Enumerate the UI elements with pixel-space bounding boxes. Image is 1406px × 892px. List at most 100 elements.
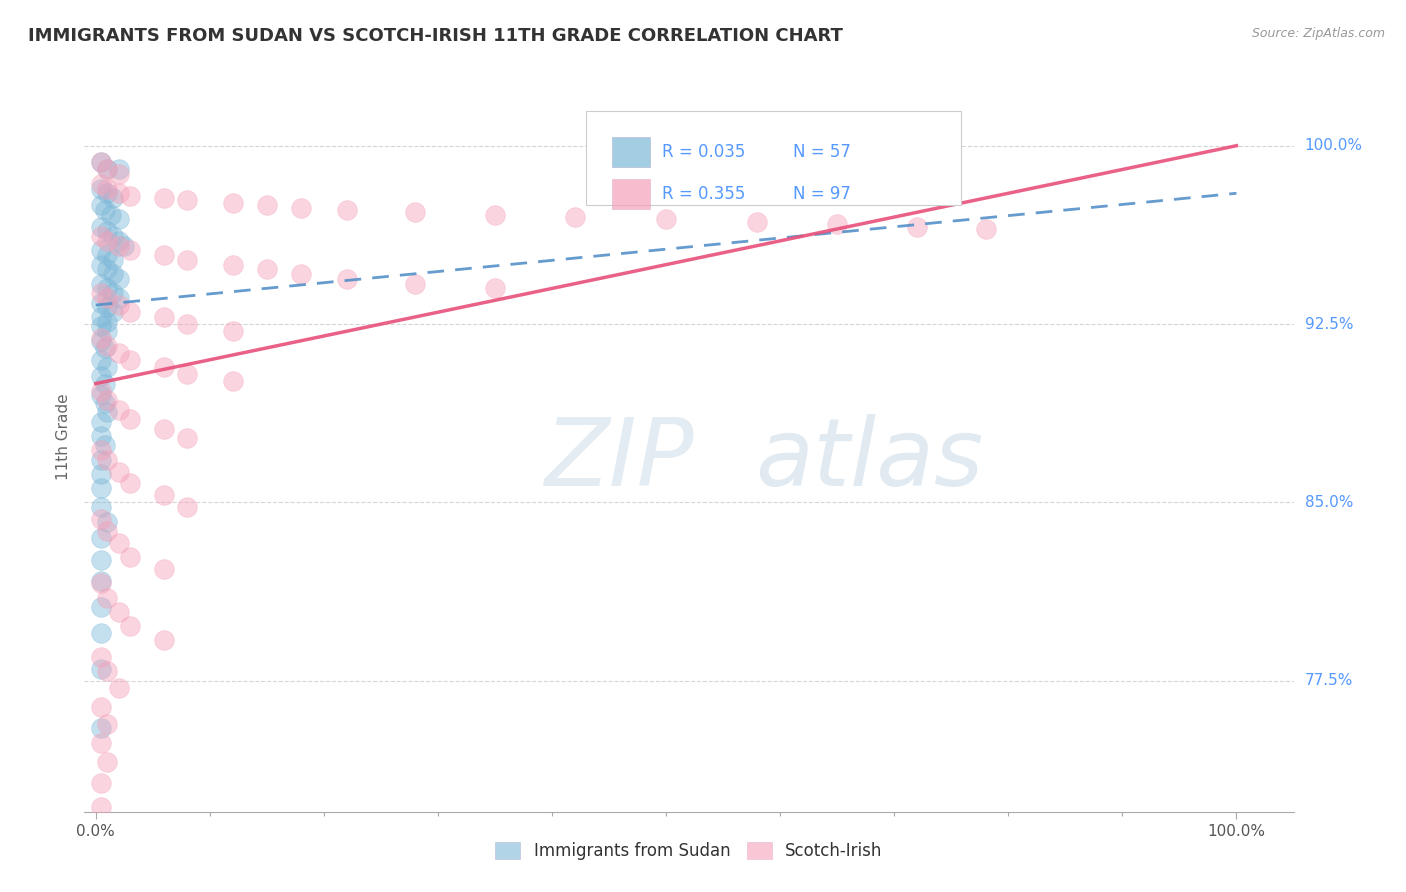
Point <box>96 162 118 177</box>
Point <box>90 576 112 591</box>
Point <box>107 238 129 252</box>
Point <box>153 359 176 374</box>
Text: Source: ZipAtlas.com: Source: ZipAtlas.com <box>1251 27 1385 40</box>
Point <box>153 562 176 576</box>
Point <box>176 194 198 208</box>
Point <box>90 512 112 526</box>
Point <box>96 755 118 769</box>
Point <box>90 800 112 814</box>
Point <box>564 210 586 224</box>
Point <box>90 295 112 310</box>
Point <box>90 823 112 838</box>
Text: ZIP: ZIP <box>544 414 693 505</box>
Point <box>221 258 243 272</box>
Point <box>905 219 928 234</box>
Point <box>107 272 129 286</box>
Point <box>107 291 129 305</box>
Point <box>118 619 141 633</box>
Point <box>90 443 112 458</box>
FancyBboxPatch shape <box>612 137 650 168</box>
Point <box>90 277 112 291</box>
Point <box>118 476 141 491</box>
Point <box>90 319 112 334</box>
Point <box>90 662 112 676</box>
Point <box>90 736 112 750</box>
Point <box>96 324 118 338</box>
Point <box>96 262 118 277</box>
Point <box>90 700 112 714</box>
Point <box>747 215 769 229</box>
Point <box>404 277 426 291</box>
Point <box>107 605 129 619</box>
Point <box>96 452 118 467</box>
Point <box>96 224 118 238</box>
Point <box>107 186 129 201</box>
Point <box>101 286 124 301</box>
Point <box>90 531 112 545</box>
Point <box>90 452 112 467</box>
Point <box>90 369 112 384</box>
Point <box>90 286 112 301</box>
Point <box>90 229 112 244</box>
Text: N = 97: N = 97 <box>793 186 851 203</box>
Point <box>153 191 176 205</box>
Text: N = 57: N = 57 <box>793 144 851 161</box>
Text: 92.5%: 92.5% <box>1305 317 1353 332</box>
Point <box>96 248 118 262</box>
Point <box>96 162 118 177</box>
Point <box>96 716 118 731</box>
Point <box>90 181 112 195</box>
Point <box>153 248 176 262</box>
Point <box>107 681 129 695</box>
Point <box>96 281 118 295</box>
Y-axis label: 11th Grade: 11th Grade <box>56 393 72 481</box>
Point <box>96 301 118 315</box>
Point <box>221 195 243 210</box>
Point <box>96 234 118 248</box>
Point <box>290 201 312 215</box>
Point <box>107 167 129 181</box>
Point <box>90 334 112 348</box>
Point <box>96 359 118 374</box>
Point <box>90 258 112 272</box>
Point <box>90 552 112 566</box>
Text: atlas: atlas <box>755 414 984 505</box>
Point <box>94 395 117 409</box>
Point <box>90 155 112 169</box>
Point <box>90 198 112 212</box>
Point <box>176 317 198 331</box>
Point <box>176 252 198 267</box>
Text: 100.0%: 100.0% <box>1305 138 1362 153</box>
Point <box>112 238 135 252</box>
Point <box>94 376 117 391</box>
FancyBboxPatch shape <box>586 112 962 205</box>
Point <box>153 633 176 648</box>
Point <box>101 252 124 267</box>
Point <box>90 574 112 588</box>
Point <box>825 217 848 231</box>
Point <box>90 429 112 443</box>
Point <box>96 524 118 538</box>
Point <box>118 550 141 565</box>
Text: R = 0.035: R = 0.035 <box>662 144 745 161</box>
Point <box>107 212 129 227</box>
Point <box>90 177 112 191</box>
Point <box>484 281 506 295</box>
Point <box>118 305 141 319</box>
Point <box>176 367 198 381</box>
Point <box>96 338 118 352</box>
Text: IMMIGRANTS FROM SUDAN VS SCOTCH-IRISH 11TH GRADE CORRELATION CHART: IMMIGRANTS FROM SUDAN VS SCOTCH-IRISH 11… <box>28 27 844 45</box>
Point <box>100 208 122 222</box>
Point <box>974 222 997 236</box>
Point <box>96 315 118 329</box>
Point <box>90 331 112 345</box>
Point <box>153 488 176 502</box>
Point <box>336 202 359 217</box>
Point <box>90 467 112 481</box>
Point <box>107 465 129 479</box>
Point <box>221 374 243 388</box>
Point <box>107 345 129 359</box>
Point <box>101 267 124 281</box>
Point <box>90 847 112 862</box>
Text: R = 0.355: R = 0.355 <box>662 186 745 203</box>
